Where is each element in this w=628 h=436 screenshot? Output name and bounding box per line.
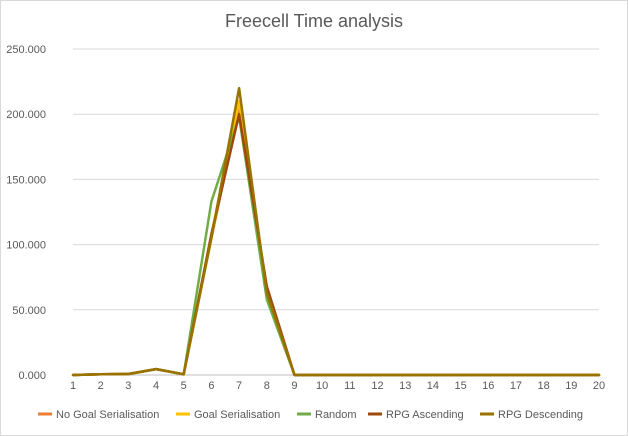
series-line: [71, 86, 601, 377]
gridlines: [73, 48, 599, 376]
legend: No Goal Serialisation Goal Serialisation R…: [38, 409, 583, 421]
series-lines: [71, 86, 601, 377]
x-tick-label: 2: [98, 380, 104, 392]
x-tick-label: 13: [399, 380, 411, 392]
legend-label: RPG Ascending: [386, 409, 464, 421]
y-tick-label: 50.000: [12, 305, 46, 317]
x-tick-label: 15: [454, 380, 466, 392]
x-tick-label: 11: [344, 380, 355, 392]
x-tick-label: 12: [371, 380, 383, 392]
x-tick-label: 10: [316, 380, 328, 392]
x-tick-label: 3: [125, 380, 131, 392]
x-tick-label: 9: [291, 380, 297, 392]
x-tick-label: 4: [153, 380, 159, 392]
x-tick-label: 7: [236, 380, 242, 392]
y-tick-label: 100.000: [6, 240, 46, 252]
x-tick-label: 8: [264, 380, 270, 392]
x-tick-label: 14: [427, 380, 439, 392]
x-tick-label: 5: [181, 380, 187, 392]
y-tick-label: 0.000: [18, 370, 46, 382]
y-tick-label: 200.000: [6, 109, 46, 121]
legend-label: Random: [315, 409, 357, 421]
x-tick-label: 16: [482, 380, 494, 392]
series-line: [71, 115, 601, 377]
legend-label: RPG Descending: [498, 409, 583, 421]
x-tick-label: 20: [593, 380, 605, 392]
x-tick-label: 17: [510, 380, 522, 392]
legend-label: No Goal Serialisation: [56, 409, 159, 421]
y-tick-label: 250.000: [6, 44, 46, 56]
y-tick-label: 150.000: [6, 174, 46, 186]
series-line: [71, 106, 601, 377]
x-tick-label: 18: [538, 380, 550, 392]
legend-label: Goal Serialisation: [194, 409, 280, 421]
y-axis-ticks: 0.000 50.000 100.000 150.000 200.000 250.000: [6, 44, 46, 382]
x-axis-ticks: 1 2 3 4 5 6 7 8 9 10 11 12 13 14 15 16 17 18 19 20: [70, 380, 605, 392]
chart-title: Freecell Time analysis: [225, 11, 403, 31]
x-tick-label: 6: [208, 380, 214, 392]
series-line: [71, 99, 601, 377]
x-tick-label: 19: [565, 380, 577, 392]
x-tick-label: 1: [70, 380, 76, 392]
